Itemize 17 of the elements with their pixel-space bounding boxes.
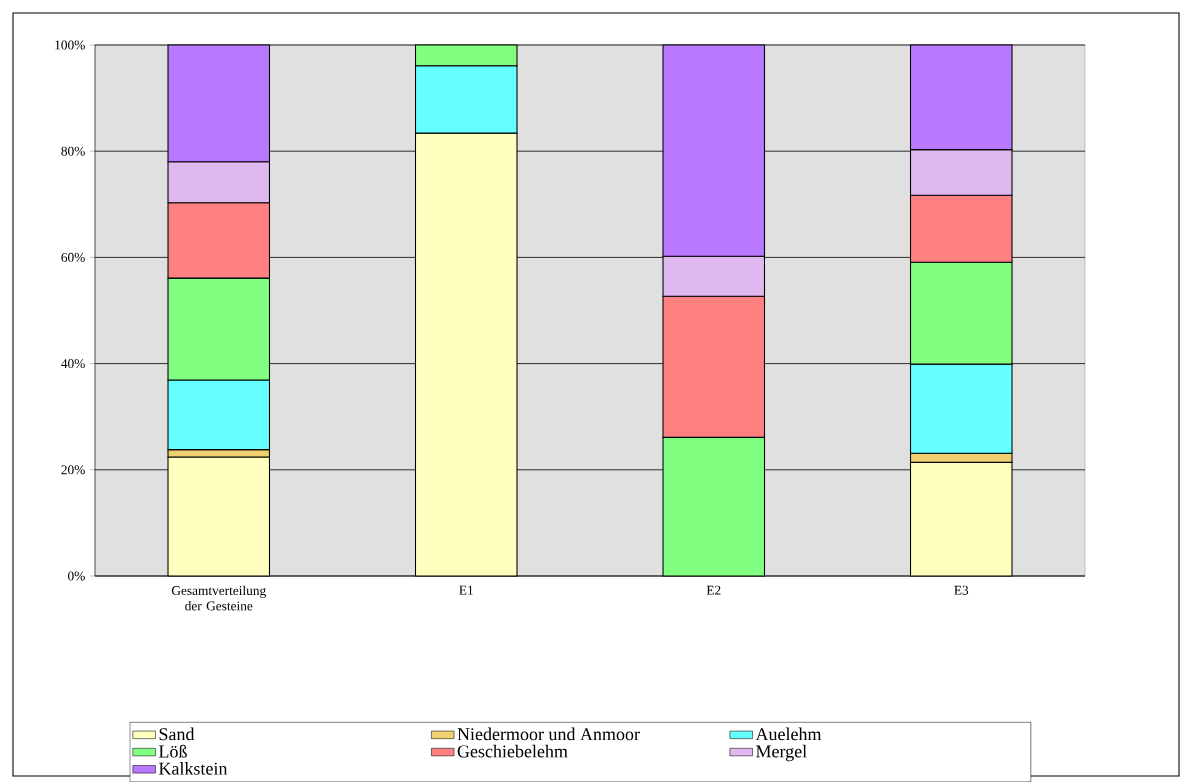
y-tick-label: 0% (68, 571, 85, 581)
x-tick-label: E1 (459, 585, 473, 595)
x-tick-label: E2 (706, 585, 721, 595)
y-tick-label: 100% (55, 40, 85, 50)
legend-label: Löß (158, 744, 187, 758)
legend-label: Kalkstein (158, 762, 228, 775)
x-tick-label: E3 (954, 585, 969, 595)
legend-label: Geschiebelehm (457, 744, 568, 758)
x-tick-label: Gesamtverteilung der Gesteine (171, 585, 266, 611)
y-tick-label: 80% (61, 146, 85, 156)
legend-label: Auelehm (755, 727, 822, 741)
y-tick-label: 60% (61, 252, 85, 262)
legend-label: Mergel (756, 744, 807, 762)
y-tick-label: 40% (61, 359, 85, 369)
legend-label: Sand (159, 727, 195, 741)
y-tick-label: 20% (61, 465, 85, 475)
legend-label: Niedermoor und Anmoor (457, 727, 640, 741)
